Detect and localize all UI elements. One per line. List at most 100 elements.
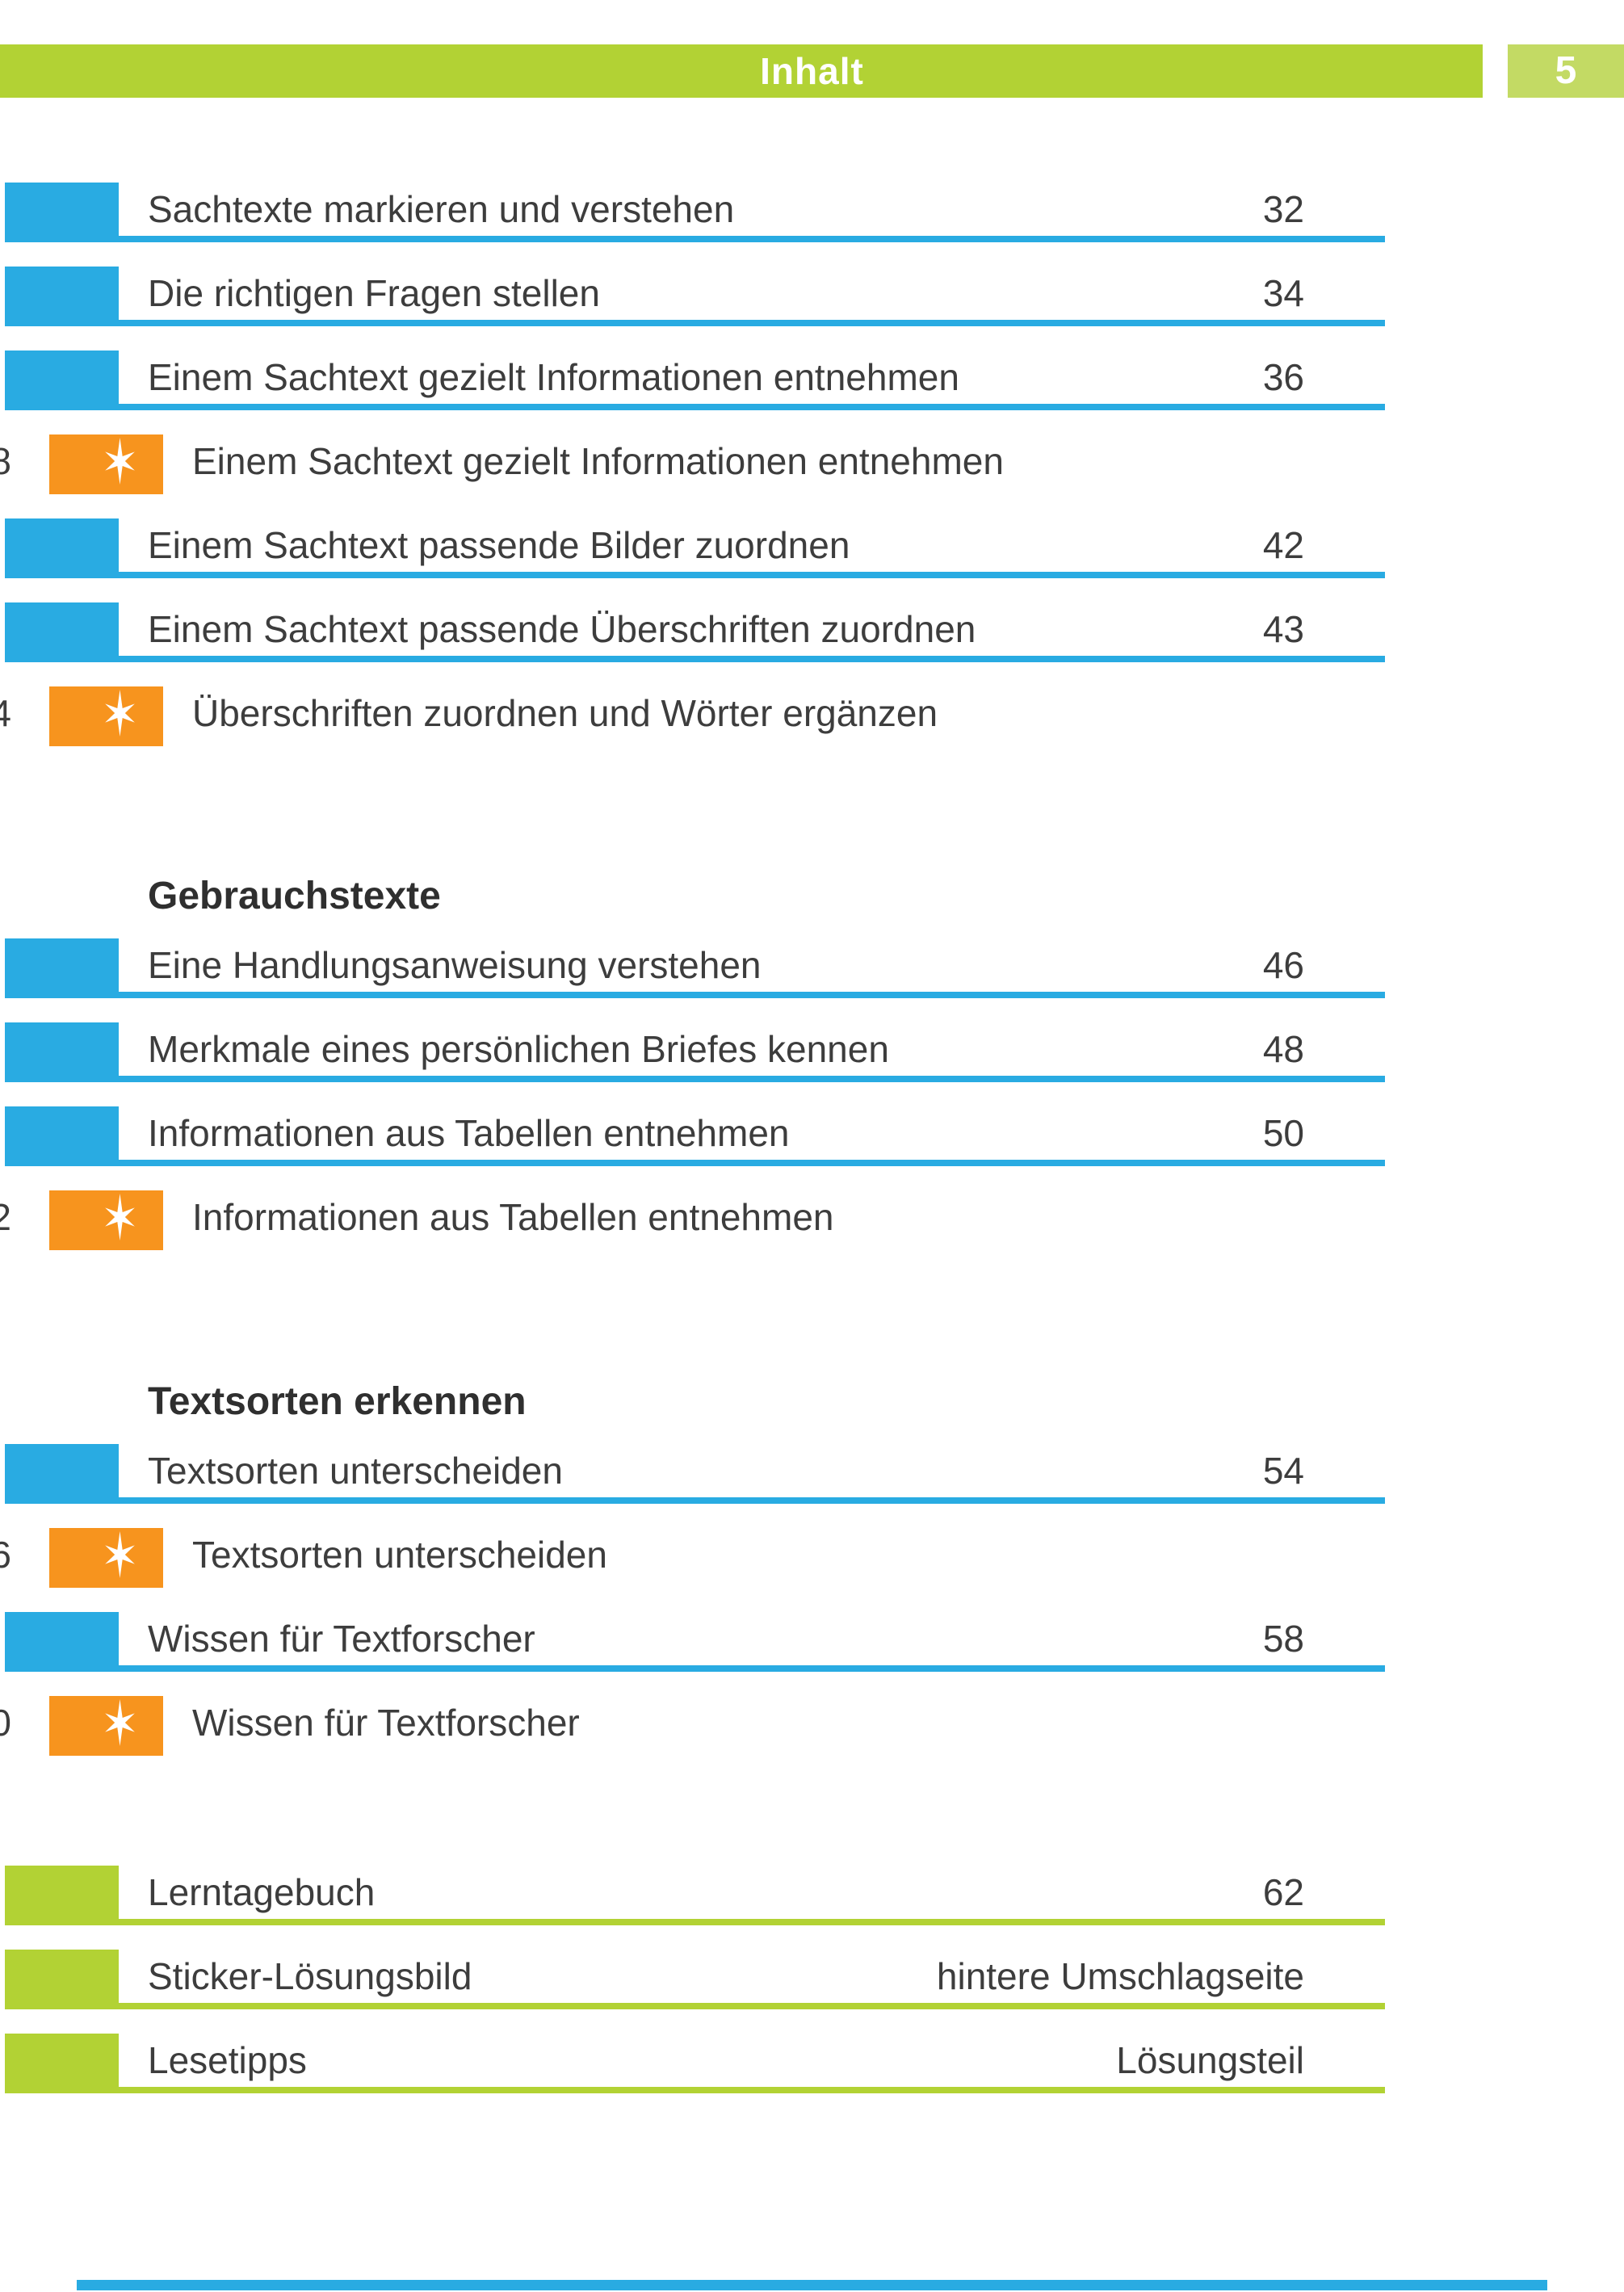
row-color-tab — [49, 1696, 163, 1756]
toc-row: Einem Sachtext gezielt Informationen ent… — [0, 434, 1004, 494]
star-icon — [105, 1194, 135, 1240]
row-color-tab — [5, 267, 119, 326]
section-heading-gebrauchstexte: Gebrauchstexte — [148, 875, 441, 917]
section-heading-textsorten: Textsorten erkennen — [148, 1380, 527, 1423]
toc-entry-page: 56 — [0, 1534, 11, 1576]
toc-row: Wissen für Textforscher 58 — [5, 1612, 1385, 1672]
toc-entry-title: Einem Sachtext passende Überschriften zu… — [148, 608, 976, 650]
toc-row: Lesetipps Lösungsteil — [5, 2034, 1385, 2093]
toc-entry-title: Eine Handlungsanweisung verstehen — [148, 944, 762, 986]
toc-entry-title: Einem Sachtext gezielt Informationen ent… — [148, 356, 959, 398]
toc-entry-title: Merkmale eines persönlichen Briefes kenn… — [148, 1028, 889, 1070]
toc-entry-title: Wissen für Textforscher — [192, 1702, 580, 1744]
row-underline — [49, 1736, 92, 1743]
toc-row: Sticker-Lösungsbild hintere Umschlagseit… — [5, 1950, 1385, 2009]
toc-row: Einem Sachtext passende Bilder zuordnen … — [5, 518, 1385, 578]
toc-entry-title: Einem Sachtext passende Bilder zuordnen — [148, 524, 850, 566]
row-color-tab — [5, 2034, 119, 2093]
toc-entry-page: 46 — [1262, 944, 1304, 986]
toc-entry-page: 58 — [1262, 1618, 1304, 1660]
row-underline — [5, 992, 1385, 998]
toc-row: Einem Sachtext gezielt Informationen ent… — [5, 351, 1385, 410]
toc-entry-page: 44 — [0, 692, 11, 734]
toc-entry-page: 54 — [1262, 1450, 1304, 1492]
toc-entry-page: Lösungsteil — [1116, 2039, 1304, 2081]
toc-entry-page: 52 — [0, 1196, 11, 1238]
toc-entry-title: Textsorten unterscheiden — [148, 1450, 563, 1492]
row-color-tab — [5, 1022, 119, 1082]
toc-entry-page: 38 — [0, 440, 11, 482]
row-underline — [5, 236, 1385, 242]
toc-entry-page: 34 — [1262, 272, 1304, 314]
toc-row: Wissen für Textforscher 60 — [0, 1696, 580, 1756]
toc-row: Informationen aus Tabellen entnehmen 50 — [5, 1106, 1385, 1166]
toc-entry-title: Informationen aus Tabellen entnehmen — [148, 1112, 790, 1154]
toc-entry-title: Wissen für Textforscher — [148, 1618, 535, 1660]
toc-entry-title: Textsorten unterscheiden — [192, 1534, 607, 1576]
row-underline — [5, 2087, 1385, 2093]
row-color-tab — [49, 1528, 163, 1588]
toc-entry-title: Überschriften zuordnen und Wörter ergänz… — [192, 692, 938, 734]
row-color-tab — [5, 1106, 119, 1166]
row-underline — [5, 1497, 1385, 1504]
row-underline — [5, 320, 1385, 326]
toc-entry-page: 60 — [0, 1702, 11, 1744]
row-color-tab — [5, 602, 119, 662]
row-color-tab — [49, 1190, 163, 1250]
toc-row: Einem Sachtext passende Überschriften zu… — [5, 602, 1385, 662]
row-color-tab — [5, 1950, 119, 2009]
row-underline — [5, 1076, 1385, 1082]
toc-entry-page: 50 — [1262, 1112, 1304, 1154]
row-color-tab — [49, 686, 163, 746]
row-underline — [49, 1231, 92, 1237]
toc-row: Merkmale eines persönlichen Briefes kenn… — [5, 1022, 1385, 1082]
star-icon — [105, 690, 135, 737]
toc-entry-page: 32 — [1262, 188, 1304, 230]
page-title: Inhalt — [760, 50, 864, 92]
toc-entry-page: hintere Umschlagseite — [936, 1955, 1304, 1997]
toc-entry-page: 48 — [1262, 1028, 1304, 1070]
row-underline — [5, 404, 1385, 410]
row-underline — [49, 727, 92, 733]
row-underline — [49, 1568, 92, 1575]
toc-row: Lerntagebuch 62 — [5, 1866, 1385, 1925]
toc-row: Textsorten unterscheiden 56 — [0, 1528, 607, 1588]
toc-entry-title: Sachtexte markieren und verstehen — [148, 188, 735, 230]
toc-row: Eine Handlungsanweisung verstehen 46 — [5, 938, 1385, 998]
row-underline — [5, 1665, 1385, 1672]
row-color-tab — [5, 518, 119, 578]
row-underline — [49, 475, 92, 481]
toc-entry-title: Einem Sachtext gezielt Informationen ent… — [192, 440, 1004, 482]
row-underline — [5, 2003, 1385, 2009]
toc-entry-page: 42 — [1262, 524, 1304, 566]
toc-row: Überschriften zuordnen und Wörter ergänz… — [0, 686, 938, 746]
row-color-tab — [5, 1444, 119, 1504]
row-color-tab — [5, 351, 119, 410]
row-color-tab — [5, 1612, 119, 1672]
toc-row: Informationen aus Tabellen entnehmen 52 — [0, 1190, 834, 1250]
toc-entry-title: Lesetipps — [148, 2039, 307, 2081]
row-underline — [5, 572, 1385, 578]
page-number-badge: 5 — [1508, 44, 1624, 98]
toc-row: Textsorten unterscheiden 54 — [5, 1444, 1385, 1504]
header-bar — [0, 44, 1483, 98]
toc-row: Die richtigen Fragen stellen 34 — [5, 267, 1385, 326]
star-icon — [105, 438, 135, 485]
row-underline — [5, 1160, 1385, 1166]
toc-entry-title: Die richtigen Fragen stellen — [148, 272, 600, 314]
star-icon — [105, 1699, 135, 1746]
row-color-tab — [5, 183, 119, 242]
row-underline — [5, 656, 1385, 662]
row-color-tab — [5, 1866, 119, 1925]
toc-row: Sachtexte markieren und verstehen 32 — [5, 183, 1385, 242]
star-icon — [105, 1531, 135, 1578]
toc-entry-page: 36 — [1262, 356, 1304, 398]
toc-entry-page: 62 — [1262, 1871, 1304, 1913]
row-color-tab — [49, 434, 163, 494]
footer-bar — [77, 2280, 1547, 2290]
toc-entry-title: Lerntagebuch — [148, 1871, 376, 1913]
row-underline — [5, 1919, 1385, 1925]
toc-entry-page: 43 — [1262, 608, 1304, 650]
toc-entry-title: Sticker-Lösungsbild — [148, 1955, 472, 1997]
